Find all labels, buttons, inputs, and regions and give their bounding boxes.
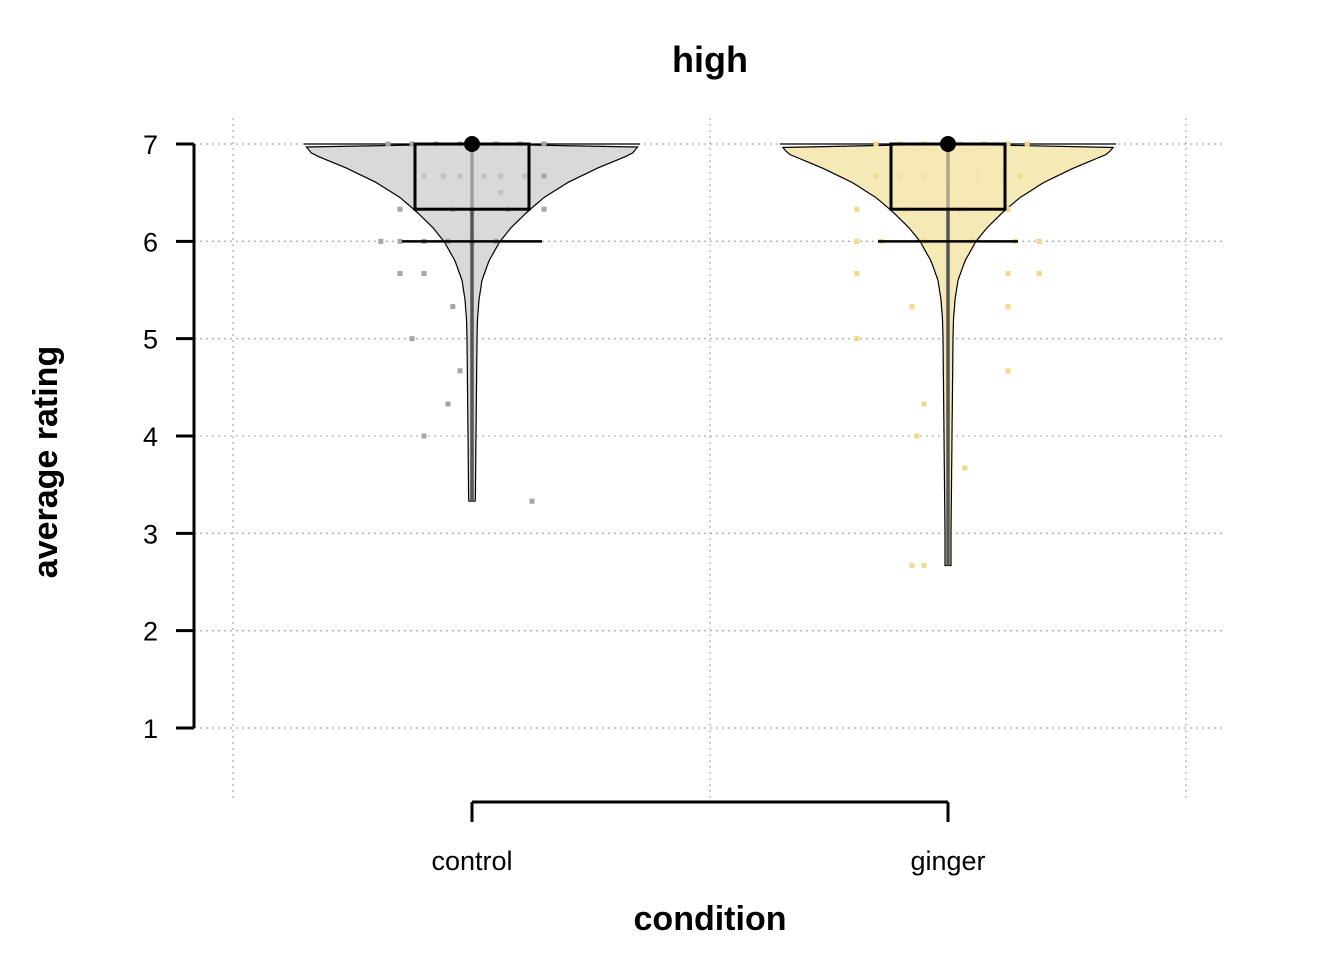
data-point	[1024, 141, 1030, 147]
data-point	[450, 304, 456, 310]
median-point-control	[464, 136, 480, 152]
data-point	[1005, 206, 1011, 212]
y-tick-label: 3	[143, 519, 158, 549]
data-point	[854, 270, 860, 276]
data-point	[1036, 270, 1042, 276]
y-tick-label: 4	[143, 422, 158, 452]
data-point	[1005, 270, 1011, 276]
data-point	[854, 206, 860, 212]
data-point	[457, 368, 463, 374]
data-point	[873, 173, 879, 179]
y-tick-label: 7	[143, 130, 158, 160]
x-axis-title: condition	[634, 900, 787, 938]
data-point	[873, 141, 879, 147]
axis-layer: 1 2 3 4 5 6 7 control ginger	[143, 130, 986, 876]
x-tick-label: ginger	[910, 846, 985, 876]
data-point	[421, 433, 427, 439]
data-point	[541, 141, 547, 147]
data-point	[409, 336, 415, 342]
data-point	[1036, 238, 1042, 244]
data-point	[541, 206, 547, 212]
violin-layer	[304, 136, 1116, 568]
box-ginger	[889, 142, 1007, 211]
data-point	[1017, 173, 1023, 179]
data-point	[1005, 141, 1011, 147]
y-tick-label: 2	[143, 617, 158, 647]
data-point	[909, 562, 915, 568]
data-point	[1005, 368, 1011, 374]
data-point	[962, 465, 968, 471]
data-point	[409, 141, 415, 147]
data-point	[909, 304, 915, 310]
grid-layer	[176, 118, 1222, 802]
box-control	[413, 142, 531, 211]
data-point	[378, 238, 384, 244]
data-point	[445, 401, 451, 407]
data-point	[385, 141, 391, 147]
data-point	[1005, 304, 1011, 310]
data-point	[397, 270, 403, 276]
data-point	[921, 401, 927, 407]
data-point	[397, 238, 403, 244]
y-axis-title: average rating	[27, 346, 65, 578]
data-point	[541, 173, 547, 179]
y-tick-label: 6	[143, 227, 158, 257]
chart-title: high	[672, 39, 748, 80]
y-tick-label: 5	[143, 325, 158, 355]
data-point	[854, 238, 860, 244]
data-point	[854, 336, 860, 342]
data-point	[421, 270, 427, 276]
x-tick-label: control	[431, 846, 512, 876]
median-point-ginger	[940, 136, 956, 152]
data-point	[914, 433, 920, 439]
data-point	[529, 498, 535, 504]
data-point	[397, 206, 403, 212]
y-tick-label: 1	[143, 714, 158, 744]
data-point	[921, 562, 927, 568]
